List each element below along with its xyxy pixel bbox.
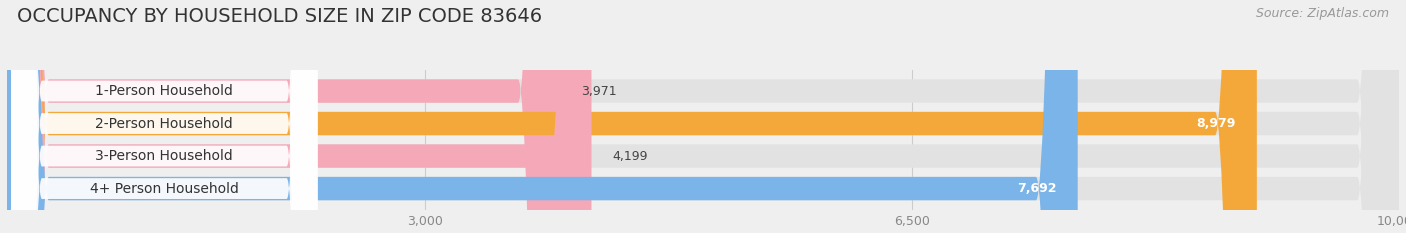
FancyBboxPatch shape xyxy=(7,0,1257,233)
FancyBboxPatch shape xyxy=(11,0,318,233)
Text: 7,692: 7,692 xyxy=(1018,182,1057,195)
FancyBboxPatch shape xyxy=(7,0,1078,233)
Text: OCCUPANCY BY HOUSEHOLD SIZE IN ZIP CODE 83646: OCCUPANCY BY HOUSEHOLD SIZE IN ZIP CODE … xyxy=(17,7,541,26)
FancyBboxPatch shape xyxy=(7,0,1399,233)
Text: 1-Person Household: 1-Person Household xyxy=(96,84,233,98)
Text: 2-Person Household: 2-Person Household xyxy=(96,116,233,130)
FancyBboxPatch shape xyxy=(7,0,1399,233)
FancyBboxPatch shape xyxy=(11,0,318,233)
FancyBboxPatch shape xyxy=(7,0,560,233)
Text: 4,199: 4,199 xyxy=(613,150,648,163)
Text: 3-Person Household: 3-Person Household xyxy=(96,149,233,163)
FancyBboxPatch shape xyxy=(11,0,318,233)
FancyBboxPatch shape xyxy=(7,0,1399,233)
Text: 8,979: 8,979 xyxy=(1197,117,1236,130)
Text: 4+ Person Household: 4+ Person Household xyxy=(90,182,239,195)
FancyBboxPatch shape xyxy=(7,0,1399,233)
FancyBboxPatch shape xyxy=(7,0,592,233)
Text: Source: ZipAtlas.com: Source: ZipAtlas.com xyxy=(1256,7,1389,20)
FancyBboxPatch shape xyxy=(11,0,318,233)
Text: 3,971: 3,971 xyxy=(581,85,616,98)
